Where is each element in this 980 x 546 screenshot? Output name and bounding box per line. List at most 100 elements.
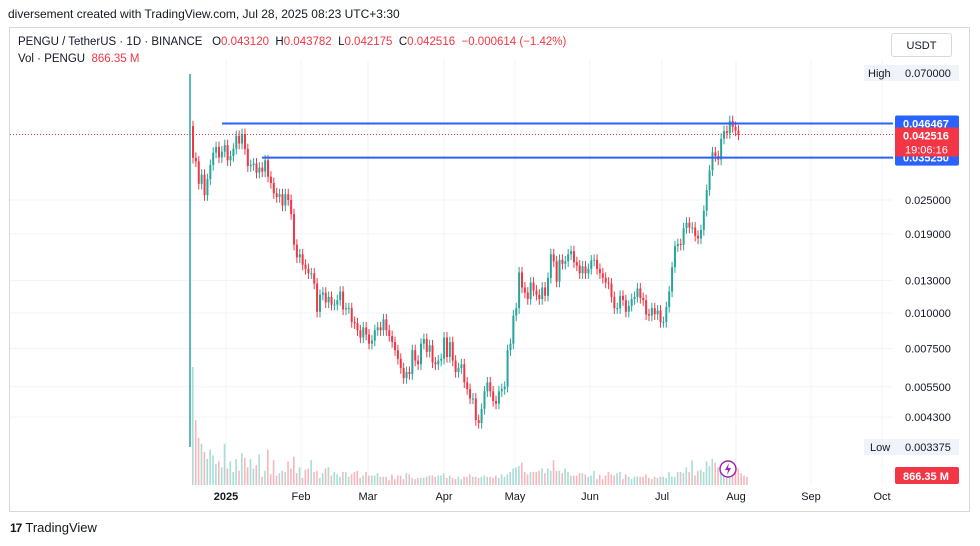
volume-bar [740, 473, 742, 485]
symbol-name[interactable]: PENGU / TetherUS · 1D · BINANCE [18, 36, 203, 48]
volume-bar [535, 472, 538, 485]
volume-bar [290, 468, 292, 485]
volume-bar [437, 475, 439, 485]
volume-label[interactable]: Vol · PENGU [18, 53, 86, 65]
volume-bar [711, 459, 714, 485]
currency-button[interactable]: USDT [891, 33, 952, 57]
candle [281, 194, 284, 206]
candle [362, 327, 365, 338]
volume-bar [604, 475, 607, 485]
volume-bar [567, 472, 569, 485]
volume-bar [284, 472, 286, 485]
volume-bar [685, 467, 688, 485]
volume-bar [720, 469, 722, 485]
volume-bar [492, 477, 494, 485]
volume-bar [264, 470, 266, 485]
tradingview-footer[interactable]: 17 TradingView [10, 520, 97, 535]
candle [685, 222, 688, 229]
candle [486, 382, 489, 392]
volume-bar [486, 476, 488, 485]
countdown-label: 19:06:16 [905, 145, 948, 157]
candle [440, 358, 443, 361]
candle [350, 308, 353, 322]
volume-bar [659, 476, 662, 485]
candle [419, 343, 422, 365]
volume-bar [489, 476, 491, 485]
volume-bar [616, 473, 618, 485]
candle [598, 268, 601, 274]
x-tick-label: Oct [873, 491, 890, 503]
volume-bar [587, 476, 589, 485]
volume-bar [466, 476, 468, 485]
candle [665, 307, 668, 322]
candle [232, 148, 235, 157]
volume-bar [546, 468, 549, 485]
candle [460, 364, 463, 369]
candle [425, 339, 428, 352]
volume-bar [673, 476, 676, 485]
candle [529, 282, 532, 300]
volume-bar [373, 475, 376, 485]
x-tick-label: Apr [435, 491, 452, 503]
volume-bar [538, 470, 540, 485]
volume-bar [200, 443, 203, 485]
candle [370, 340, 373, 344]
candle [561, 259, 564, 264]
candle [261, 167, 264, 172]
candle [653, 308, 656, 315]
candle [624, 300, 627, 312]
volume-bar [194, 420, 197, 485]
volume-bar [269, 474, 272, 485]
candle [699, 230, 702, 239]
volume-bar [258, 454, 260, 485]
volume-bar [500, 474, 503, 485]
y-tick-label: 0.019000 [905, 229, 951, 241]
candle [538, 294, 541, 300]
candle [272, 182, 275, 194]
volume-bar [356, 470, 359, 485]
candle [330, 296, 333, 305]
volume-bar [512, 468, 514, 485]
candle [342, 291, 345, 310]
volume-bar [293, 456, 295, 485]
candle [601, 273, 604, 278]
candle [220, 151, 223, 158]
candle [434, 362, 437, 365]
volume-bar [261, 476, 263, 485]
y-tick-label: 0.025000 [905, 195, 951, 207]
candle [581, 266, 584, 274]
candle [708, 170, 711, 191]
volume-bar [382, 476, 385, 485]
candle [223, 145, 226, 152]
candle [616, 308, 619, 310]
candle [737, 130, 740, 135]
candle [443, 337, 446, 359]
volume-bar [347, 476, 350, 485]
volume-bar [422, 477, 425, 485]
volume-bar [451, 477, 454, 485]
candle [437, 360, 440, 365]
candle [564, 261, 567, 264]
volume-bar [558, 470, 561, 485]
high-marker-label: High [868, 68, 891, 80]
candle [642, 297, 645, 301]
volume-bar [295, 473, 298, 485]
candle [373, 330, 376, 341]
volume-bar [624, 474, 627, 485]
volume-bar [633, 476, 636, 485]
candle [229, 156, 232, 161]
candle [728, 121, 731, 134]
candle [310, 273, 313, 275]
volume-bar [549, 470, 552, 485]
volume-bar [440, 475, 442, 485]
volume-bar [480, 476, 483, 485]
candle [734, 126, 737, 131]
volume-bar [645, 474, 647, 485]
volume-bar [212, 455, 214, 485]
volume-bar [483, 475, 486, 485]
candle [523, 287, 526, 293]
volume-bar [235, 459, 237, 485]
candle [457, 368, 460, 372]
volume-bar [676, 472, 679, 485]
